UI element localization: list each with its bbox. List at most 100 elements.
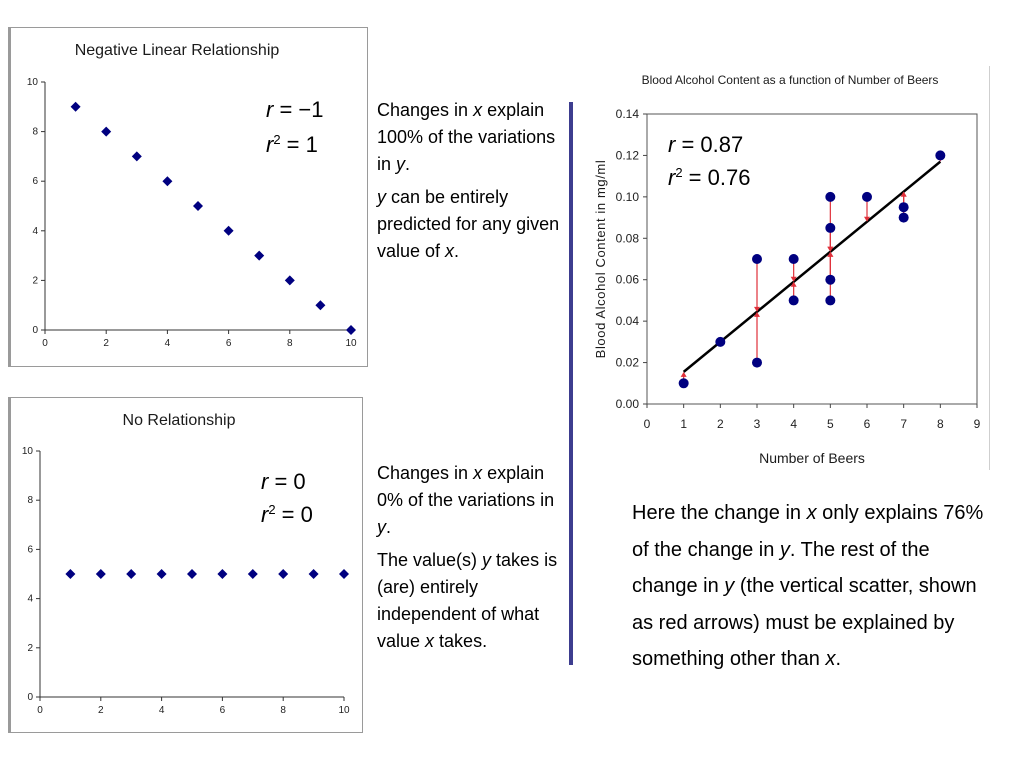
x-tick-label: 10 <box>338 705 350 716</box>
chart-title: Negative Linear Relationship <box>75 42 280 59</box>
vertical-divider <box>569 102 573 665</box>
chart3-r2-label: r2 = 0.76 <box>668 165 751 190</box>
data-point <box>254 250 265 261</box>
data-point <box>825 274 836 285</box>
residual-arrowhead <box>790 276 797 282</box>
data-point <box>788 254 799 264</box>
note2-paragraph-1: Changes in x explain 0% of the variation… <box>377 463 555 537</box>
x-axis-label: Number of Beers <box>759 450 865 466</box>
data-point <box>217 569 228 579</box>
y-tick-label: 0.00 <box>616 397 640 411</box>
chart1-r2-label: r2 = 1 <box>266 132 318 157</box>
x-tick-label: 8 <box>287 338 293 349</box>
data-point <box>65 569 76 579</box>
y-tick-label: 2 <box>32 275 38 286</box>
data-point <box>126 569 137 579</box>
note1-paragraph-1: Changes in x explain 100% of the variati… <box>377 100 556 174</box>
y-tick-label: 0 <box>32 325 38 336</box>
data-point <box>156 569 167 579</box>
x-tick-label: 2 <box>98 705 104 716</box>
x-tick-label: 0 <box>42 338 48 349</box>
data-point <box>825 191 836 202</box>
blood-alcohol-chart: Blood Alcohol Content as a function of N… <box>592 66 990 470</box>
x-tick-label: 3 <box>754 417 761 431</box>
regression-line <box>682 160 942 373</box>
data-point <box>223 225 234 236</box>
data-point <box>862 191 872 202</box>
y-tick-label: 8 <box>27 495 33 506</box>
data-point <box>284 275 295 286</box>
y-tick-label: 10 <box>27 77 39 88</box>
x-tick-label: 0 <box>37 705 43 716</box>
chart1-r-label: r = −1 <box>266 97 324 122</box>
y-tick-label: 4 <box>27 594 33 605</box>
y-tick-label: 0.04 <box>616 314 640 328</box>
residual-arrowhead <box>900 191 907 197</box>
data-point <box>308 569 319 579</box>
data-point <box>715 336 726 347</box>
y-tick-label: 10 <box>22 446 34 457</box>
chart-title: No Relationship <box>123 412 236 429</box>
x-tick-label: 6 <box>864 417 871 431</box>
data-point <box>752 357 762 368</box>
data-point <box>678 378 689 389</box>
data-point <box>315 300 326 311</box>
data-point <box>825 295 836 306</box>
negative-linear-chart: Negative Linear Relationship 0 2 4 6 8 10 0 2 4 6 8… <box>8 27 368 367</box>
y-tick-label: 6 <box>27 544 33 555</box>
data-point <box>162 176 173 187</box>
chart2-r-label: r = 0 <box>261 469 306 494</box>
residual-arrowhead <box>754 311 760 317</box>
residual-arrowhead <box>864 216 870 222</box>
data-point <box>278 569 289 579</box>
residual-arrowhead <box>790 281 797 287</box>
no-relationship-chart: No Relationship 0 2 4 6 8 10 0 2 4 6 8 10 <box>8 397 363 733</box>
plot-area-border <box>646 113 978 405</box>
note2-paragraph-2: The value(s) y takes is (are) entirely i… <box>377 550 558 651</box>
chart2-r2-label: r2 = 0 <box>261 502 313 527</box>
residual-arrowhead <box>680 371 687 377</box>
x-tick-label: 4 <box>165 338 171 349</box>
y-axis-label: Blood Alcohol Content in mg/ml <box>593 160 608 359</box>
chart3-r-label: r = 0.87 <box>668 132 744 157</box>
data-point <box>346 325 356 335</box>
note-no-relationship: Changes in x explain 0% of the variation… <box>377 460 562 661</box>
y-tick-label: 6 <box>32 176 38 187</box>
x-tick-label: 1 <box>680 417 687 431</box>
x-tick-label: 6 <box>220 705 226 716</box>
note-blood-alcohol: Here the change in x only explains 76% o… <box>632 502 984 670</box>
x-tick-label: 0 <box>644 417 651 431</box>
data-point <box>788 295 799 306</box>
data-point <box>935 150 946 161</box>
x-tick-label: 2 <box>103 338 109 349</box>
data-point <box>898 212 909 223</box>
x-tick-label: 8 <box>937 417 944 431</box>
data-point <box>187 569 197 579</box>
note-negative-relationship: Changes in x explain 100% of the variati… <box>377 97 567 271</box>
y-tick-label: 4 <box>32 226 38 237</box>
y-tick-label: 0.08 <box>616 231 640 245</box>
residual-arrowhead <box>754 306 760 312</box>
data-point <box>752 254 762 264</box>
x-tick-label: 5 <box>827 417 834 431</box>
x-tick-label: 4 <box>159 705 165 716</box>
note1-paragraph-2: y can be entirely predicted for any give… <box>377 187 560 261</box>
x-tick-label: 6 <box>226 338 232 349</box>
x-tick-label: 7 <box>900 417 907 431</box>
data-point <box>825 222 836 233</box>
y-tick-label: 0.02 <box>616 356 640 370</box>
residual-arrowhead <box>827 246 834 252</box>
y-tick-label: 0 <box>27 692 33 703</box>
residual-arrowhead <box>827 251 834 257</box>
chart-title: Blood Alcohol Content as a function of N… <box>642 73 939 87</box>
x-tick-label: 8 <box>280 705 286 716</box>
x-tick-label: 9 <box>974 417 981 431</box>
data-point <box>247 569 258 579</box>
y-tick-label: 8 <box>32 127 38 138</box>
data-point <box>193 201 203 211</box>
y-tick-label: 0.10 <box>616 190 640 204</box>
y-tick-label: 2 <box>27 643 33 654</box>
y-tick-label: 0.06 <box>616 273 640 287</box>
x-tick-label: 2 <box>717 417 724 431</box>
data-point <box>339 569 349 579</box>
